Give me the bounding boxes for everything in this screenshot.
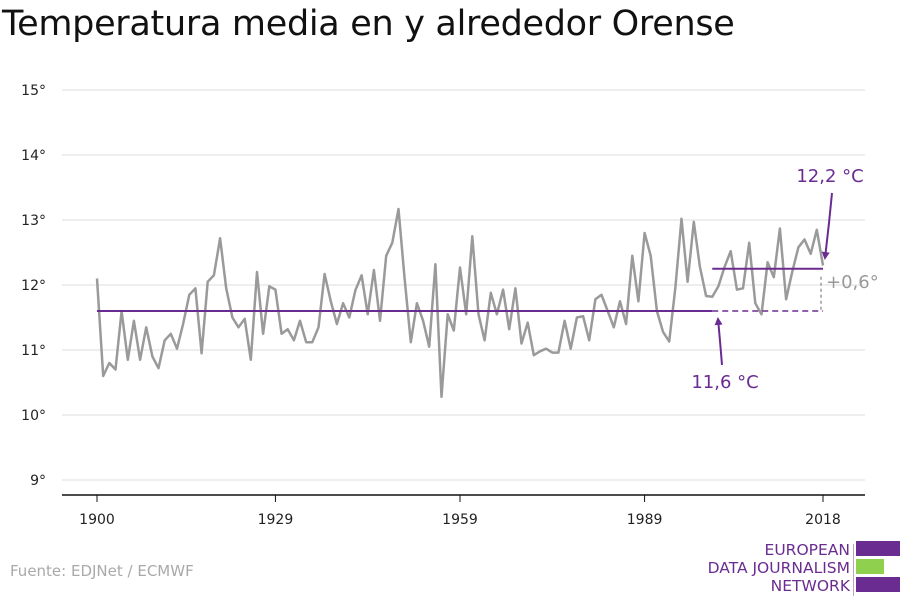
gridlines	[62, 89, 865, 481]
y-tick-label-15: 15°	[21, 83, 46, 99]
x-axis: 1900 1929 1959 1989 2018	[62, 494, 865, 528]
y-tick-label-9: 9°	[30, 473, 46, 489]
y-tick-label-12: 12°	[21, 278, 46, 294]
logo-bar-purple-bottom	[856, 577, 900, 592]
x-tick-label-1900: 1900	[79, 512, 115, 528]
x-tick-label-2018: 2018	[805, 512, 841, 528]
logo-bar-green-middle	[856, 559, 884, 574]
x-tick-label-1929: 1929	[258, 512, 294, 528]
reference-label: 11,6 °C	[691, 372, 758, 393]
recent-average-label: 12,2 °C	[796, 166, 863, 187]
x-tick-label-1989: 1989	[627, 512, 663, 528]
source-note: Fuente: EDJNet / ECMWF	[10, 562, 194, 580]
chart-annotations: +0,6° 12,2 °C 11,6 °C	[691, 166, 878, 393]
recent-average-arrow	[821, 192, 833, 260]
logo-text-line-1: EUROPEAN	[764, 541, 850, 559]
edjnet-logo[interactable]: EUROPEAN DATA JOURNALISM NETWORK	[690, 540, 900, 596]
logo-bar-purple-top	[856, 541, 900, 556]
y-tick-label-14: 14°	[21, 148, 46, 164]
chart-title: Temperatura media en y alrededor Orense	[2, 4, 735, 44]
y-tick-label-11: 11°	[21, 343, 46, 359]
logo-text-line-3: NETWORK	[770, 577, 850, 595]
difference-label: +0,6°	[826, 272, 879, 293]
y-axis-tick-labels: 9° 10° 11° 12° 13° 14° 15°	[21, 83, 46, 489]
reference-arrow	[714, 317, 723, 366]
chart-marks	[95, 207, 825, 399]
x-tick-label-1959: 1959	[442, 512, 478, 528]
logo-text-line-2: DATA JOURNALISM	[707, 559, 850, 577]
y-tick-label-13: 13°	[21, 213, 46, 229]
logo-divider	[853, 544, 854, 596]
temperature-series-line	[95, 207, 825, 399]
y-tick-label-10: 10°	[21, 408, 46, 424]
temperature-chart: 9° 10° 11° 12° 13° 14° 15° 1900 1929 1959 1989 201…	[21, 83, 879, 528]
